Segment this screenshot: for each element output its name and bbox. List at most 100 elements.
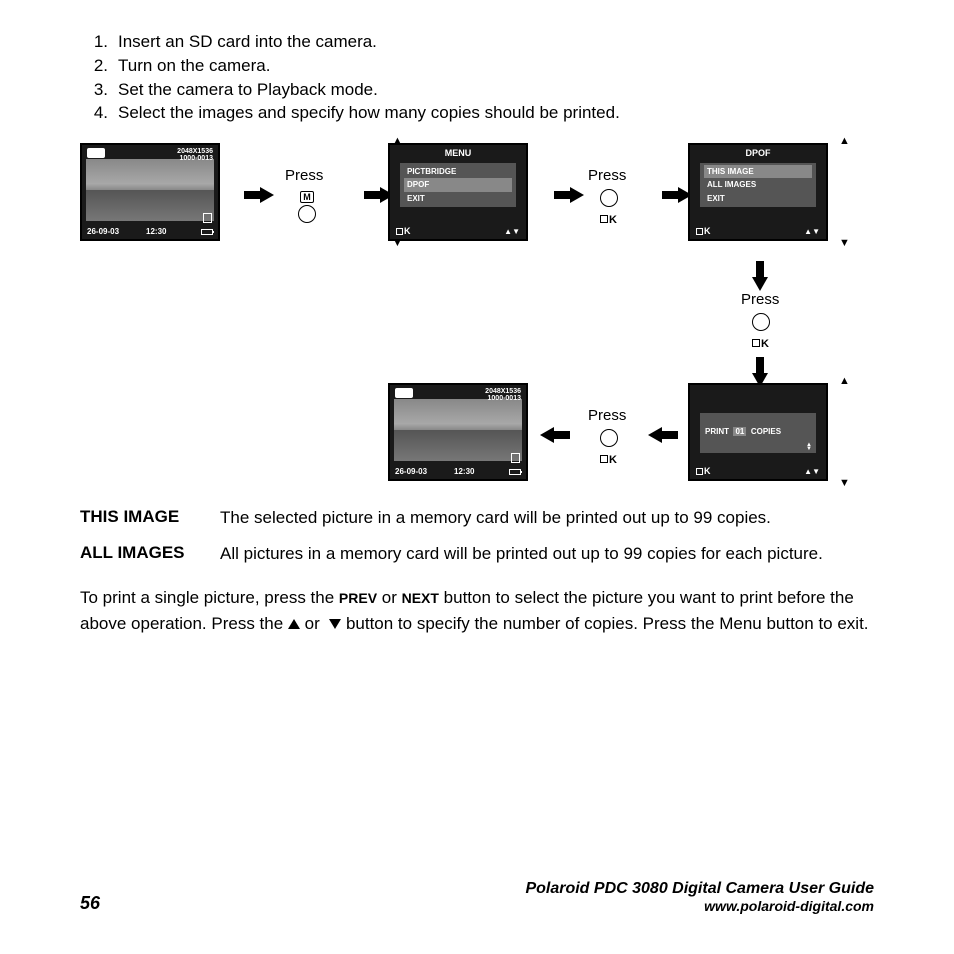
photo-info: 2048X1536 1000-0013 bbox=[485, 388, 521, 402]
def-desc: All pictures in a memory card will be pr… bbox=[220, 543, 874, 565]
ok-button: K bbox=[752, 313, 770, 350]
ok-indicator: K bbox=[696, 466, 712, 476]
dpof-list: THIS IMAGE ALL IMAGES EXIT bbox=[700, 163, 816, 207]
footer-title: Polaroid PDC 3080 Digital Camera User Gu… bbox=[525, 880, 874, 898]
press-label: Press bbox=[588, 407, 626, 424]
photo-time: 12:30 bbox=[146, 227, 166, 236]
nav-arrows-icon: ▲▼ bbox=[504, 227, 520, 236]
menu-item-pictbridge: PICTBRIDGE bbox=[404, 165, 512, 178]
photo-date: 26-09-03 bbox=[87, 227, 119, 236]
ok-button: K bbox=[600, 429, 618, 466]
copies-suffix: COPIES bbox=[751, 427, 781, 436]
down-arrow-icon: ▼ bbox=[839, 237, 850, 249]
down-triangle-icon bbox=[329, 619, 341, 629]
menu-item-dpof: DPOF bbox=[404, 178, 512, 191]
nav-arrows-icon: ▲▼ bbox=[804, 227, 820, 236]
card-icon bbox=[203, 213, 212, 223]
next-label: NEXT bbox=[402, 590, 439, 606]
press-label: Press bbox=[285, 167, 323, 184]
definitions: THIS IMAGE The selected picture in a mem… bbox=[80, 507, 874, 565]
para-text: button to specify the number of copies. … bbox=[341, 614, 868, 633]
step-3: 3. Set the camera to Playback mode. bbox=[80, 78, 874, 102]
footer-url: www.polaroid-digital.com bbox=[525, 898, 874, 914]
battery-icon bbox=[509, 469, 521, 475]
step-text: Select the images and specify how many c… bbox=[118, 101, 874, 125]
screen-playback-result: 2048X1536 1000-0013 26-09-03 12:30 bbox=[388, 383, 528, 481]
dpof-title: DPOF bbox=[690, 145, 826, 161]
step-num: 3. bbox=[80, 78, 108, 102]
para-text: or bbox=[377, 588, 402, 607]
press-label: Press bbox=[588, 167, 626, 184]
para-text: To print a single picture, press the bbox=[80, 588, 339, 607]
down-arrow-icon: ▼ bbox=[839, 477, 850, 489]
resolution: 2048X1536 bbox=[177, 148, 213, 155]
step-4: 4. Select the images and specify how many… bbox=[80, 101, 874, 125]
photo-preview bbox=[394, 399, 522, 461]
screen-dpof: DPOF THIS IMAGE ALL IMAGES EXIT K ▲▼ bbox=[688, 143, 828, 241]
footer-right: Polaroid PDC 3080 Digital Camera User Gu… bbox=[525, 880, 874, 914]
def-desc: The selected picture in a memory card wi… bbox=[220, 507, 874, 529]
circle-button-icon bbox=[298, 205, 316, 223]
resolution: 2048X1536 bbox=[485, 388, 521, 395]
ok-indicator: K bbox=[696, 226, 712, 236]
circle-button-icon bbox=[600, 189, 618, 207]
menu-title: MENU bbox=[390, 145, 526, 161]
arrow-left-icon bbox=[648, 427, 662, 443]
step-num: 2. bbox=[80, 54, 108, 78]
playback-icon bbox=[87, 148, 105, 158]
counter: 1000-0013 bbox=[177, 155, 213, 162]
steps-list: 1. Insert an SD card into the camera. 2. T… bbox=[80, 30, 874, 125]
photo-preview bbox=[86, 159, 214, 221]
up-arrow-icon: ▲ bbox=[839, 375, 850, 387]
dpof-item-this-image: THIS IMAGE bbox=[704, 165, 812, 178]
copies-count: 01 bbox=[733, 427, 746, 436]
arrow-down-icon bbox=[752, 277, 768, 291]
def-this-image: THIS IMAGE The selected picture in a mem… bbox=[80, 507, 874, 529]
page-footer: 56 Polaroid PDC 3080 Digital Camera User… bbox=[80, 880, 874, 914]
playback-icon bbox=[395, 388, 413, 398]
step-text: Set the camera to Playback mode. bbox=[118, 78, 874, 102]
down-arrow-icon: ▼ bbox=[392, 237, 403, 249]
def-all-images: ALL IMAGES All pictures in a memory card… bbox=[80, 543, 874, 565]
menu-button: M bbox=[298, 187, 316, 228]
arrow-right-icon bbox=[260, 187, 274, 203]
photo-info: 2048X1536 1000-0013 bbox=[177, 148, 213, 162]
para-text: or bbox=[300, 614, 325, 633]
screen-copies: PRINT 01 COPIES ▲▼ K ▲▼ bbox=[688, 383, 828, 481]
dpof-item-exit: EXIT bbox=[704, 192, 812, 205]
circle-button-icon bbox=[600, 429, 618, 447]
photo-date: 26-09-03 bbox=[395, 467, 427, 476]
menu-item-exit: EXIT bbox=[404, 192, 512, 205]
ok-button: K bbox=[600, 189, 618, 226]
dpof-item-all-images: ALL IMAGES bbox=[704, 178, 812, 191]
step-1: 1. Insert an SD card into the camera. bbox=[80, 30, 874, 54]
def-term: THIS IMAGE bbox=[80, 507, 220, 529]
ok-indicator: K bbox=[396, 226, 412, 236]
nav-arrows-icon: ▲▼ bbox=[804, 467, 820, 476]
def-term: ALL IMAGES bbox=[80, 543, 220, 565]
step-2: 2. Turn on the camera. bbox=[80, 54, 874, 78]
counter: 1000-0013 bbox=[485, 395, 521, 402]
m-button-icon: M bbox=[300, 191, 314, 203]
circle-button-icon bbox=[752, 313, 770, 331]
step-num: 4. bbox=[80, 101, 108, 125]
copies-prefix: PRINT bbox=[705, 427, 729, 436]
screen-menu: MENU PICTBRIDGE DPOF EXIT K ▲▼ bbox=[388, 143, 528, 241]
ok-label: K bbox=[600, 214, 618, 226]
step-num: 1. bbox=[80, 30, 108, 54]
up-triangle-icon bbox=[288, 619, 300, 629]
battery-icon bbox=[201, 229, 213, 235]
press-label: Press bbox=[741, 291, 779, 308]
page-number: 56 bbox=[80, 893, 100, 914]
arrow-left-icon bbox=[540, 427, 554, 443]
card-icon bbox=[511, 453, 520, 463]
screen-playback: 2048X1536 1000-0013 26-09-03 12:30 bbox=[80, 143, 220, 241]
step-text: Turn on the camera. bbox=[118, 54, 874, 78]
instruction-paragraph: To print a single picture, press the PRE… bbox=[80, 585, 874, 636]
flow-diagram: 2048X1536 1000-0013 26-09-03 12:30 Press… bbox=[80, 139, 874, 489]
ok-label: K bbox=[752, 338, 770, 350]
up-arrow-icon: ▲ bbox=[839, 135, 850, 147]
step-text: Insert an SD card into the camera. bbox=[118, 30, 874, 54]
menu-list: PICTBRIDGE DPOF EXIT bbox=[400, 163, 516, 207]
ok-label: K bbox=[600, 454, 618, 466]
